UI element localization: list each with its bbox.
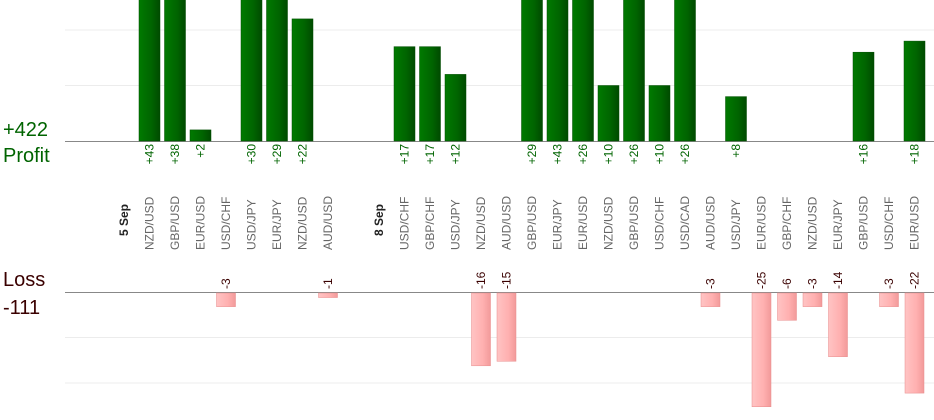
- category-tick-label: USD/CHF: [219, 197, 233, 250]
- category-tick-label: NZD/USD: [474, 196, 488, 250]
- profit-value-label: +30: [245, 144, 259, 165]
- loss-value-label: -3: [704, 278, 718, 289]
- loss-value-label: -16: [474, 271, 488, 289]
- loss-bar: [904, 292, 925, 394]
- loss-value-label: -22: [908, 271, 922, 289]
- category-tick-label: EUR/USD: [194, 196, 208, 250]
- profit-value-label: +26: [678, 144, 692, 165]
- profit-bar: [444, 74, 467, 142]
- profit-value-label: +29: [270, 144, 284, 165]
- loss-bar: [216, 292, 236, 307]
- profit-bar: [546, 0, 569, 142]
- profit-value-label: +12: [449, 144, 463, 165]
- profit-bar: [725, 96, 747, 142]
- profit-value-label: +43: [143, 144, 157, 165]
- profit-bar: [240, 0, 263, 142]
- category-tick-label: NZD/USD: [296, 196, 310, 250]
- date-separator-label: 5 Sep: [117, 204, 131, 236]
- loss-bar: [879, 292, 899, 307]
- profit-bar: [521, 0, 543, 142]
- category-tick-label: NZD/USD: [602, 196, 616, 250]
- profit-bar: [852, 51, 875, 142]
- category-tick-label: EUR/USD: [576, 196, 590, 250]
- profit-value-label: +22: [296, 144, 310, 165]
- profit-bar: [623, 0, 645, 142]
- category-tick-label: AUD/USD: [321, 196, 335, 250]
- profit-bar: [266, 0, 288, 142]
- loss-value-label: -6: [780, 278, 794, 289]
- profit-bar: [419, 46, 441, 142]
- category-tick-label: GBP/USD: [857, 196, 871, 250]
- loss-label: Loss: [3, 269, 46, 291]
- total-profit-value: +422: [3, 119, 49, 141]
- category-tick-label: EUR/JPY: [551, 199, 565, 250]
- profit-value-label: +10: [602, 144, 616, 165]
- profit-bar: [393, 46, 416, 142]
- profit-value-label: +43: [551, 144, 565, 165]
- category-tick-label: GBP/USD: [168, 196, 182, 250]
- total-loss-value: -111: [3, 297, 41, 319]
- loss-value-label: -25: [755, 271, 769, 289]
- category-tick-label: EUR/JPY: [270, 199, 284, 250]
- profit-value-label: +16: [857, 144, 871, 165]
- profit-value-label: +26: [627, 144, 641, 165]
- profit-bar: [597, 85, 620, 142]
- category-tick-label: NZD/USD: [806, 196, 820, 250]
- category-tick-label: USD/CHF: [882, 197, 896, 250]
- loss-bar: [700, 292, 721, 307]
- loss-value-label: -3: [882, 278, 896, 289]
- loss-bar: [828, 292, 848, 357]
- category-tick-label: EUR/USD: [755, 196, 769, 250]
- profit-bar: [164, 0, 186, 142]
- profit-value-label: +10: [653, 144, 667, 165]
- profit-value-label: +26: [576, 144, 590, 165]
- profit-label: Profit: [3, 145, 50, 167]
- loss-value-label: -3: [219, 278, 233, 289]
- profit-bar: [291, 18, 314, 142]
- profit-bar: [189, 129, 212, 142]
- loss-value-label: -14: [831, 271, 845, 289]
- category-tick-label: GBP/USD: [525, 196, 539, 250]
- loss-bar: [802, 292, 823, 307]
- loss-value-label: -1: [321, 278, 335, 289]
- category-tick-label: GBP/CHF: [780, 197, 794, 250]
- profit-value-label: +17: [398, 144, 412, 165]
- category-tick-label: USD/JPY: [449, 199, 463, 250]
- profit-bar: [903, 40, 926, 142]
- profit-value-label: +38: [168, 144, 182, 165]
- category-tick-label: NZD/USD: [143, 196, 157, 250]
- category-tick-label: GBP/USD: [627, 196, 641, 250]
- date-separator-label: 8 Sep: [372, 204, 386, 236]
- loss-bar: [318, 292, 338, 298]
- profit-value-label: +17: [423, 144, 437, 165]
- profit-value-label: +29: [525, 144, 539, 165]
- profit-value-label: +18: [908, 144, 922, 165]
- profit-bar: [648, 85, 671, 142]
- category-tick-label: USD/CAD: [678, 196, 692, 250]
- category-tick-label: GBP/CHF: [423, 197, 437, 250]
- loss-bar: [751, 292, 772, 407]
- category-tick-label: AUD/USD: [500, 196, 514, 250]
- loss-value-label: -15: [500, 271, 514, 289]
- profit-value-label: +2: [194, 144, 208, 158]
- profit-bar: [674, 0, 696, 142]
- category-tick-label: USD/JPY: [245, 199, 259, 250]
- profit-bar: [572, 0, 594, 142]
- category-tick-label: USD/JPY: [729, 199, 743, 250]
- category-tick-label: EUR/JPY: [831, 199, 845, 250]
- category-tick-label: AUD/USD: [704, 196, 718, 250]
- category-tick-label: USD/CHF: [653, 197, 667, 250]
- profit-value-label: +8: [729, 144, 743, 158]
- loss-bar: [496, 292, 517, 362]
- loss-value-label: -3: [806, 278, 820, 289]
- category-tick-label: USD/CHF: [398, 197, 412, 250]
- profit-bar: [138, 0, 161, 142]
- category-tick-label: EUR/USD: [908, 196, 922, 250]
- loss-bar: [471, 292, 491, 367]
- loss-bar: [777, 292, 797, 321]
